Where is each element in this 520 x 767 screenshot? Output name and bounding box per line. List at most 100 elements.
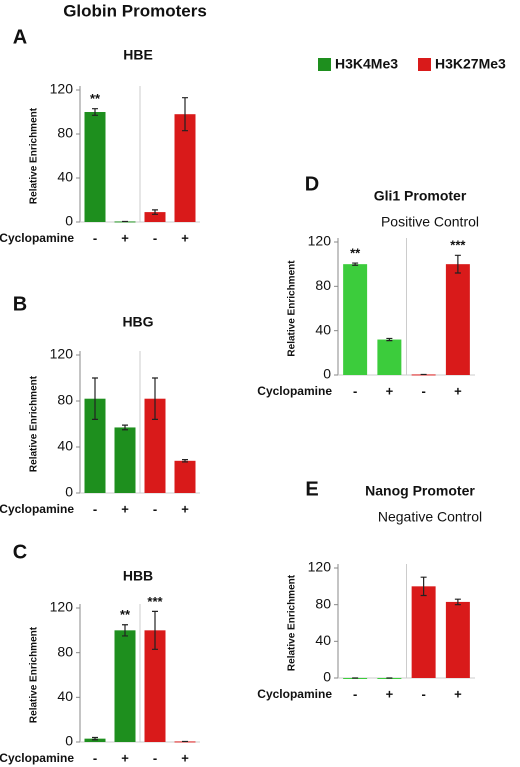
y-tick-label: 120 <box>50 599 74 615</box>
x-tick-label: + <box>121 230 129 245</box>
bar <box>84 398 106 493</box>
x-axis-label: Cyclopamine <box>257 687 332 701</box>
panel-title: HBG <box>122 314 153 330</box>
panel-title: Nanog Promoter <box>365 483 475 499</box>
bar <box>174 460 196 493</box>
error-bar <box>352 262 359 266</box>
significance-label: ** <box>120 607 131 622</box>
bar <box>174 114 196 222</box>
bar <box>84 112 106 222</box>
panel-subtitle: Negative Control <box>378 509 482 525</box>
y-tick-label: 0 <box>323 366 331 382</box>
x-tick-label: - <box>153 230 157 245</box>
y-tick-label: 0 <box>65 733 73 749</box>
x-tick-label: - <box>421 686 425 701</box>
y-tick-label: 80 <box>57 643 73 659</box>
y-tick-label: 40 <box>315 632 331 648</box>
x-axis-label: Cyclopamine <box>257 384 332 398</box>
y-tick-label: 80 <box>57 392 73 408</box>
x-tick-label: - <box>353 383 357 398</box>
bar <box>114 630 136 742</box>
y-axis-label: Relative Enrichment <box>287 574 298 671</box>
x-tick-label: + <box>121 501 129 516</box>
error-bar <box>92 377 98 420</box>
error-bar <box>182 459 188 463</box>
x-axis-label: Cyclopamine <box>0 502 74 516</box>
x-axis-label: Cyclopamine <box>0 751 74 765</box>
y-tick-label: 40 <box>57 169 73 185</box>
bar <box>411 586 436 678</box>
y-tick-label: 0 <box>323 669 331 685</box>
y-tick-label: 120 <box>50 346 74 362</box>
error-bar <box>122 624 128 637</box>
panel-letter: B <box>13 293 27 315</box>
y-axis-label: Relative Enrichment <box>29 626 40 723</box>
significance-label: *** <box>450 238 466 253</box>
x-tick-label: + <box>454 686 462 701</box>
panel-letter: E <box>305 478 318 500</box>
panel-letter: A <box>13 26 27 48</box>
error-bar <box>454 598 461 606</box>
y-axis-label: Relative Enrichment <box>29 107 40 204</box>
figure-title: Globin Promoters <box>63 1 207 20</box>
legend-swatch <box>418 58 431 71</box>
significance-label: ** <box>350 245 361 260</box>
y-tick-label: 80 <box>57 125 73 141</box>
y-tick-label: 0 <box>65 484 73 500</box>
x-tick-label: - <box>353 686 357 701</box>
error-bar <box>92 108 98 116</box>
x-tick-label: + <box>454 383 462 398</box>
panel-letter: D <box>305 173 319 195</box>
y-tick-label: 120 <box>308 233 332 249</box>
bar <box>144 212 166 222</box>
x-tick-label: - <box>93 230 97 245</box>
panel-title: Gli1 Promoter <box>374 188 467 204</box>
significance-label: ** <box>90 91 101 106</box>
error-bar <box>92 736 98 741</box>
error-bar <box>454 254 461 274</box>
y-tick-label: 80 <box>315 277 331 293</box>
x-tick-label: - <box>93 750 97 765</box>
legend-label: H3K27Me3 <box>435 56 506 72</box>
y-tick-label: 40 <box>315 321 331 337</box>
legend-swatch <box>318 58 331 71</box>
panel-subtitle: Positive Control <box>381 214 479 230</box>
panel-title: HBB <box>123 568 153 584</box>
panel-letter: C <box>13 541 27 563</box>
y-tick-label: 40 <box>57 438 73 454</box>
bar <box>343 264 368 375</box>
panel-title: HBE <box>123 47 153 63</box>
x-tick-label: + <box>121 750 129 765</box>
bar <box>445 601 470 678</box>
bar <box>445 264 470 375</box>
error-bar <box>182 97 188 132</box>
x-tick-label: + <box>386 686 394 701</box>
x-tick-label: - <box>153 750 157 765</box>
y-axis-label: Relative Enrichment <box>287 260 298 357</box>
legend-label: H3K4Me3 <box>335 56 398 72</box>
x-tick-label: - <box>93 501 97 516</box>
bar <box>144 630 166 742</box>
bar <box>144 398 166 493</box>
y-axis-label: Relative Enrichment <box>29 375 40 472</box>
x-tick-label: + <box>386 383 394 398</box>
y-tick-label: 120 <box>308 559 332 575</box>
error-bar <box>386 337 393 342</box>
y-tick-label: 80 <box>315 595 331 611</box>
x-tick-label: + <box>181 750 189 765</box>
error-bar <box>122 424 128 431</box>
bar <box>114 427 136 493</box>
error-bar <box>152 209 158 215</box>
y-tick-label: 0 <box>65 213 73 229</box>
bar <box>377 339 402 375</box>
error-bar <box>152 377 158 420</box>
x-tick-label: - <box>153 501 157 516</box>
x-axis-label: Cyclopamine <box>0 231 74 245</box>
error-bar <box>152 610 158 650</box>
error-bar <box>420 576 427 597</box>
significance-label: *** <box>147 594 163 609</box>
x-tick-label: - <box>421 383 425 398</box>
x-tick-label: + <box>181 230 189 245</box>
x-tick-label: + <box>181 501 189 516</box>
